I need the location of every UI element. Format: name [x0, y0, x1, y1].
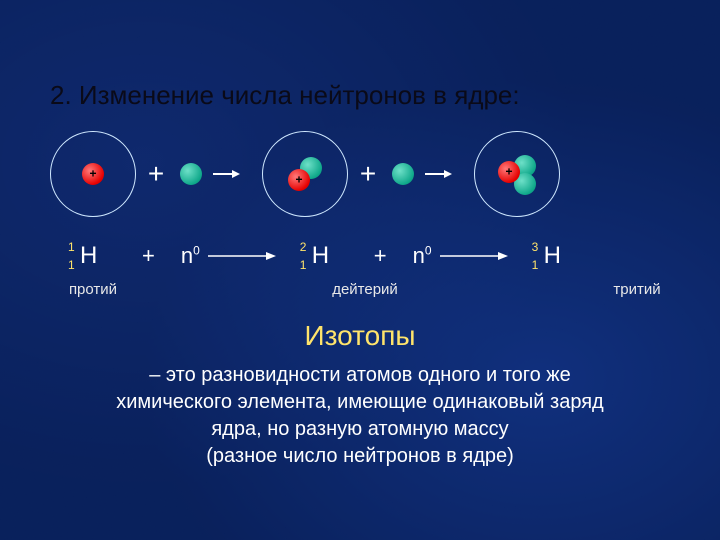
name-tritium: тритий	[594, 281, 680, 298]
proton-plus-icon: +	[295, 173, 302, 185]
arrow-icon	[438, 250, 508, 262]
definition-title: Изотопы	[40, 320, 680, 352]
plus-operator: +	[142, 243, 155, 269]
nuclide-deuterium: 2 1 H	[300, 242, 350, 270]
atom-protium: +	[50, 131, 136, 217]
plus-operator: +	[374, 243, 387, 269]
section-heading: 2. Изменение числа нейтронов в ядре:	[50, 80, 680, 111]
arrow-icon	[424, 168, 452, 180]
nuclide-protium: 1 1 H	[68, 242, 118, 270]
neutron-symbol: n0	[413, 243, 432, 269]
arrow-icon	[206, 250, 276, 262]
proton-plus-icon: +	[505, 165, 512, 177]
plus-operator: +	[142, 158, 170, 190]
plus-operator: +	[354, 158, 382, 190]
free-neutron	[180, 163, 202, 185]
name-protium: протий	[50, 281, 136, 298]
definition-body: – это разновидности атомов одного и того…	[40, 362, 680, 470]
isotope-diagram: + + + +	[50, 129, 680, 219]
arrow-icon	[212, 168, 240, 180]
neutron-symbol: n0	[181, 243, 200, 269]
isotope-names: протий дейтерий тритий	[50, 281, 680, 298]
name-deuterium: дейтерий	[322, 281, 408, 298]
proton-plus-icon: +	[89, 167, 96, 179]
nuclide-tritium: 3 1 H	[532, 242, 582, 270]
atom-deuterium: +	[262, 131, 348, 217]
nuclide-equation: 1 1 H + n0 2 1 H + n0	[50, 239, 680, 273]
atom-tritium: +	[474, 131, 560, 217]
free-neutron	[392, 163, 414, 185]
